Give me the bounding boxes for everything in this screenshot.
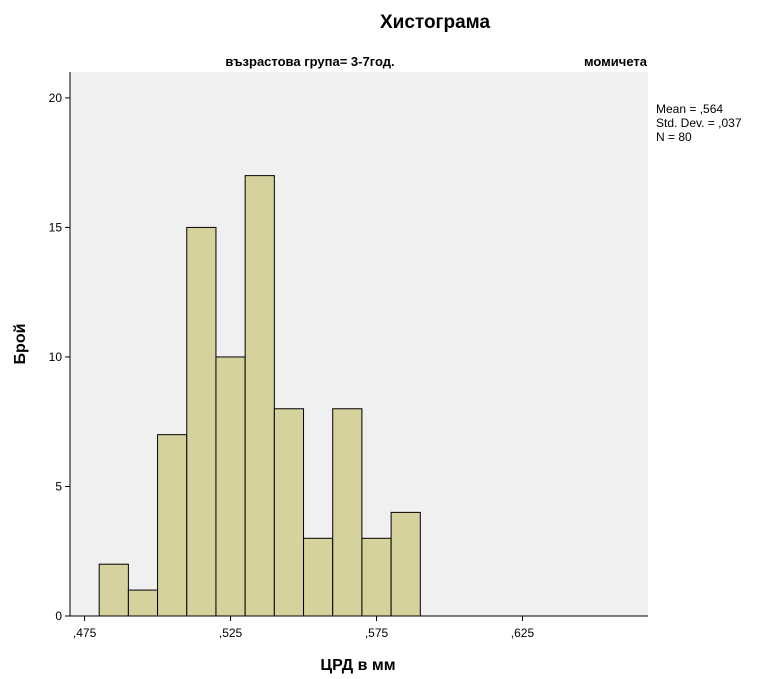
histogram-bar-4 <box>186 226 217 617</box>
x-tick-label: ,625 <box>511 626 535 640</box>
chart-title: Хистограма <box>380 12 490 33</box>
histogram-bar-7 <box>273 408 305 617</box>
stat-n: N = 80 <box>656 130 692 144</box>
chart-subtitle-right: момичета <box>584 54 648 69</box>
histogram-bar-11 <box>390 511 421 617</box>
histogram-bar-8 <box>303 537 334 617</box>
y-axis-label: Брой <box>12 324 29 365</box>
x-tick-label: ,525 <box>219 626 243 640</box>
y-tick-label: 20 <box>49 91 63 105</box>
stat-mean: Mean = ,564 <box>656 102 723 116</box>
x-tick-label: ,475 <box>73 626 97 640</box>
x-tick-label: ,575 <box>365 626 389 640</box>
x-axis-label: ЦРД в мм <box>320 657 395 674</box>
histogram-bar-9 <box>332 408 363 617</box>
histogram-bar-6 <box>244 175 275 617</box>
histogram-bar-10 <box>361 537 392 617</box>
histogram-bar-1 <box>98 563 129 617</box>
chart-subtitle-left: възрастова група= 3-7год. <box>225 54 394 69</box>
y-tick-label: 15 <box>49 220 63 234</box>
bars-group <box>98 175 421 617</box>
y-tick-label: 0 <box>55 609 62 623</box>
y-tick-label: 10 <box>49 350 63 364</box>
histogram-bar-2 <box>127 589 159 617</box>
x-ticks-group: ,475 ,525 ,575 ,625 <box>73 616 535 640</box>
y-tick-label: 5 <box>55 479 62 493</box>
y-ticks-group: 0 5 10 15 20 <box>49 91 70 623</box>
histogram-bar-3 <box>157 434 188 617</box>
stats-box: Mean = ,564 Std. Dev. = ,037 N = 80 <box>656 102 742 144</box>
histogram-bar-5 <box>215 356 246 617</box>
stat-std-dev: Std. Dev. = ,037 <box>656 116 742 130</box>
